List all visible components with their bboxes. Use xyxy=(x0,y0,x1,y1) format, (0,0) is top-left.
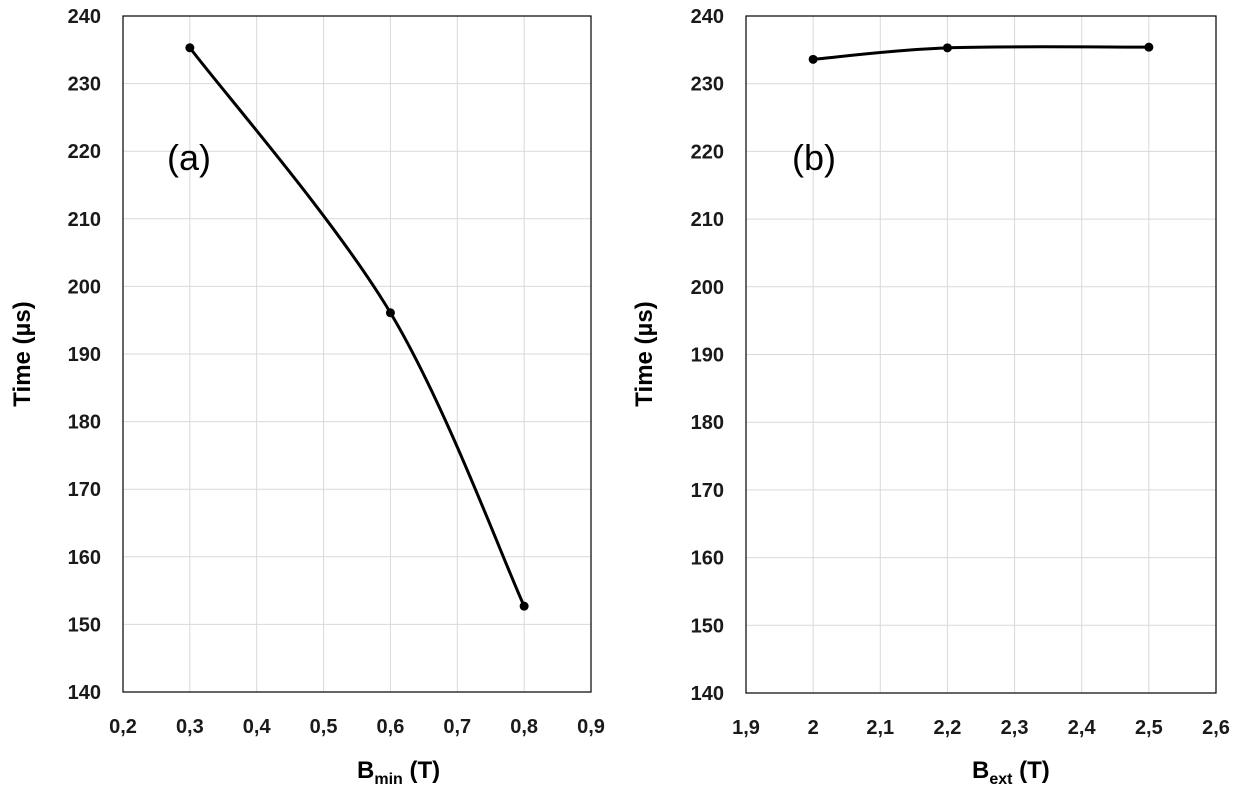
data-point xyxy=(1144,42,1154,52)
y-tick-label: 230 xyxy=(68,74,101,96)
x-tick-label: 2 xyxy=(808,717,819,739)
x-tick-label: 0,7 xyxy=(443,716,471,738)
data-point xyxy=(185,43,195,53)
y-tick-labels: 140 150 160 170 180 190 200 210 220 230 240 xyxy=(68,6,101,704)
x-axis-unit: (T) xyxy=(1012,757,1049,784)
y-tick-label: 200 xyxy=(691,277,724,299)
y-tick-label: 220 xyxy=(68,141,101,163)
data-point xyxy=(385,308,395,318)
x-tick-label: 0,6 xyxy=(377,716,405,738)
x-tick-label: 2,2 xyxy=(934,717,962,739)
panel-label: (a) xyxy=(167,137,211,178)
y-tick-label: 190 xyxy=(68,344,101,366)
data-point xyxy=(808,54,818,64)
x-tick-label: 0,5 xyxy=(310,716,338,738)
x-axis-title: Bext (T) xyxy=(972,757,1050,788)
x-tick-label: 1,9 xyxy=(732,717,760,739)
y-tick-label: 180 xyxy=(691,412,724,434)
y-tick-label: 210 xyxy=(68,209,101,231)
x-axis-unit: (T) xyxy=(403,757,440,784)
series-line xyxy=(813,45,1149,61)
x-tick-label: 2,5 xyxy=(1135,717,1163,739)
x-tick-label: 2,6 xyxy=(1202,717,1230,739)
y-tick-label: 170 xyxy=(691,480,724,502)
data-point xyxy=(519,601,529,611)
y-tick-labels: 140 150 160 170 180 190 200 210 220 230 240 xyxy=(691,6,724,705)
gridlines xyxy=(746,16,1216,693)
x-tick-label: 0,9 xyxy=(577,716,605,738)
x-tick-label: 0,4 xyxy=(243,716,272,738)
y-tick-label: 220 xyxy=(691,141,724,163)
plot-frame xyxy=(122,15,592,693)
x-tick-labels: 0,2 0,3 0,4 0,5 0,6 0,7 0,8 0,9 xyxy=(109,716,605,738)
y-axis-title: Time (µs) xyxy=(631,301,658,406)
y-tick-label: 140 xyxy=(691,683,724,705)
x-tick-label: 2,3 xyxy=(1001,717,1029,739)
x-tick-label: 2,1 xyxy=(866,717,894,739)
y-tick-label: 150 xyxy=(68,614,101,636)
y-tick-label: 190 xyxy=(691,345,724,367)
x-axis-subscript: ext xyxy=(989,771,1013,788)
x-tick-label: 0,3 xyxy=(176,716,204,738)
series-line xyxy=(188,46,526,607)
x-tick-label: 0,8 xyxy=(510,716,538,738)
chart-panel-b: 1,9 2 2,1 2,2 2,3 2,4 2,5 2,6 140 150 160 170 180 19… xyxy=(631,6,1230,788)
x-axis-title: Bmin (T) xyxy=(357,757,440,788)
y-tick-label: 240 xyxy=(68,6,101,28)
x-axis-symbol: B xyxy=(972,757,989,784)
y-tick-label: 200 xyxy=(68,276,101,298)
x-tick-label: 2,4 xyxy=(1068,717,1097,739)
x-tick-labels: 1,9 2 2,1 2,2 2,3 2,4 2,5 2,6 xyxy=(732,717,1230,739)
x-axis-subscript: min xyxy=(374,771,402,788)
x-tick-label: 0,2 xyxy=(109,716,137,738)
y-tick-label: 160 xyxy=(691,548,724,570)
data-series xyxy=(808,42,1154,64)
gridlines xyxy=(123,16,591,692)
y-tick-label: 140 xyxy=(68,682,101,704)
plot-frame xyxy=(745,15,1217,694)
y-tick-label: 170 xyxy=(68,479,101,501)
y-axis-title: Time (µs) xyxy=(9,301,36,406)
y-tick-label: 240 xyxy=(691,6,724,28)
panel-label: (b) xyxy=(792,137,836,178)
y-tick-label: 180 xyxy=(68,412,101,434)
y-tick-label: 230 xyxy=(691,74,724,96)
y-tick-label: 150 xyxy=(691,615,724,637)
y-tick-label: 160 xyxy=(68,547,101,569)
data-point xyxy=(942,43,952,53)
y-tick-label: 210 xyxy=(691,209,724,231)
data-series xyxy=(185,43,529,611)
chart-panel-a: 0,2 0,3 0,4 0,5 0,6 0,7 0,8 0,9 140 150 160 170 180… xyxy=(9,6,605,788)
x-axis-symbol: B xyxy=(357,757,374,784)
